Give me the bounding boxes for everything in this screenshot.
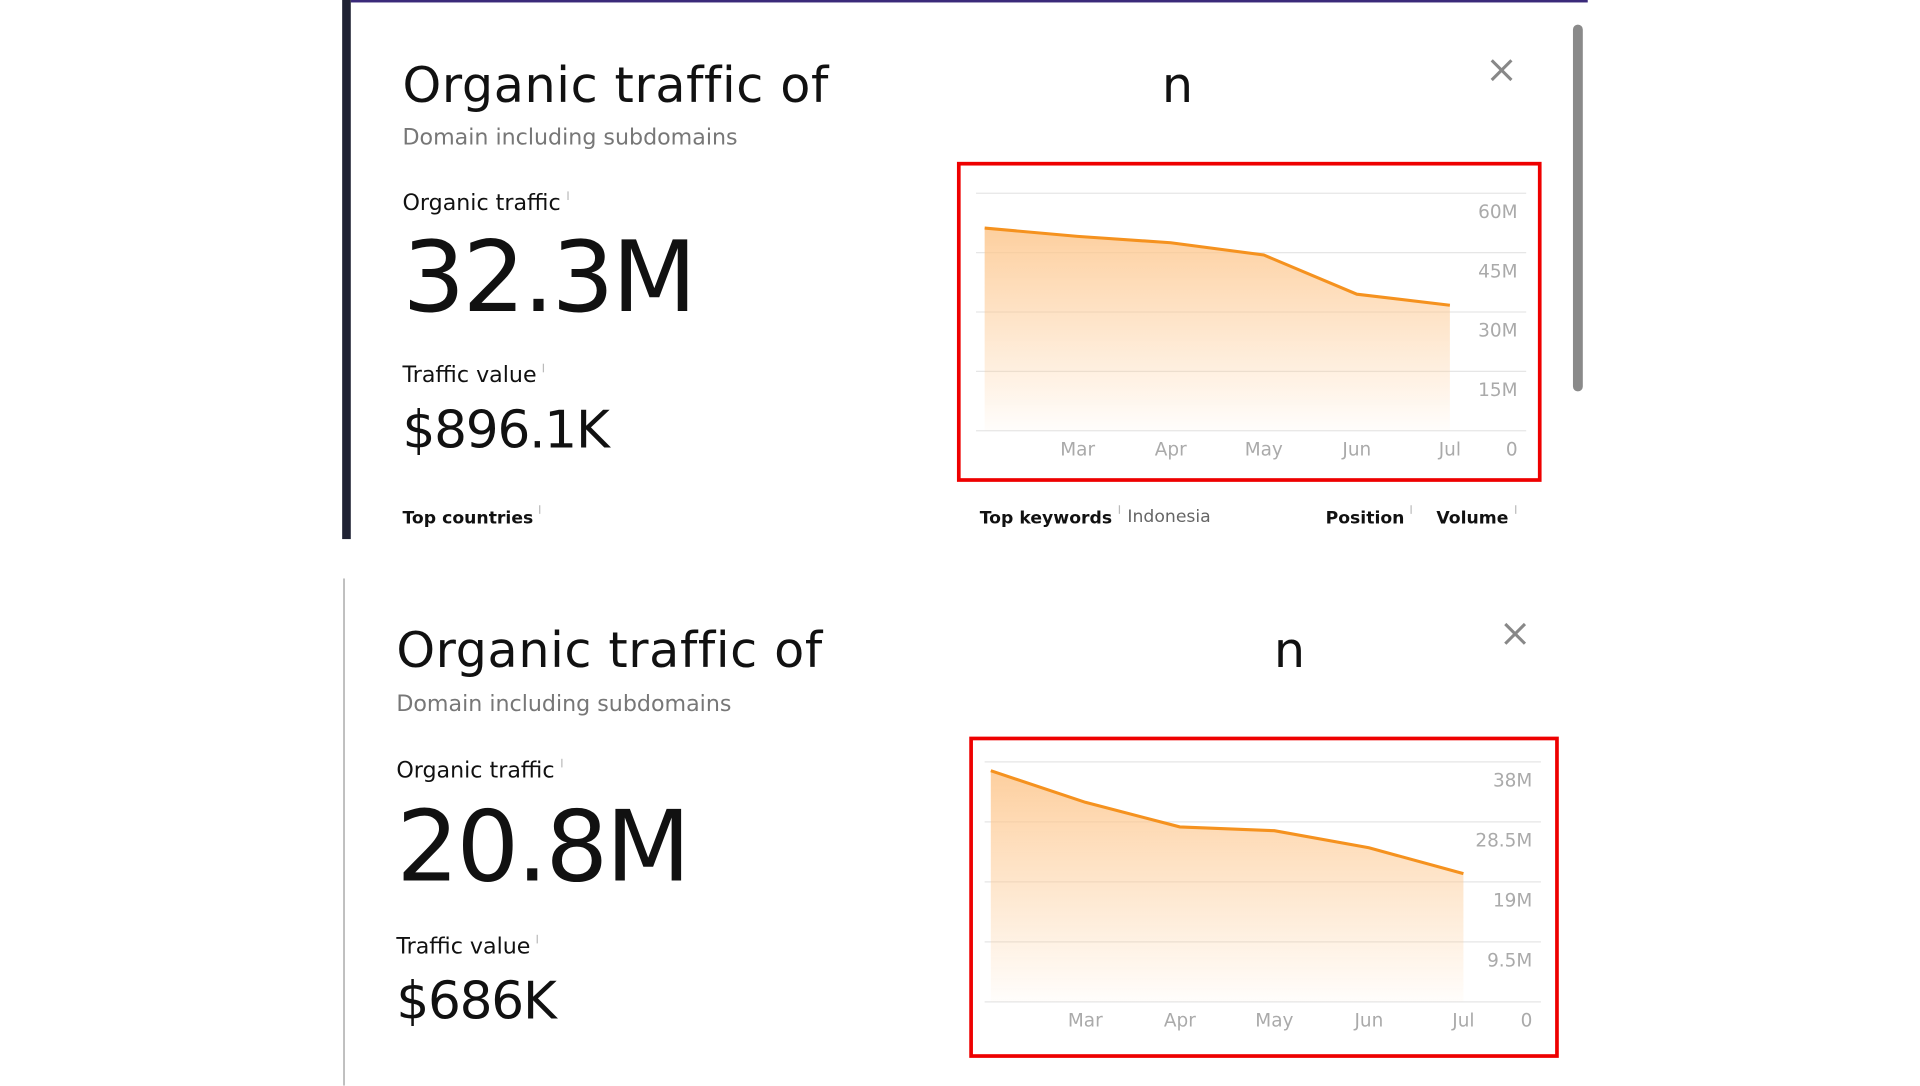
column-header: Top countries xyxy=(402,505,541,529)
y-tick-label: 45M xyxy=(1478,261,1517,282)
metric-label-text: Traffic value xyxy=(402,362,537,389)
x-tick-label: Jun xyxy=(1353,1011,1383,1032)
info-icon[interactable] xyxy=(539,505,541,514)
highlight-box xyxy=(956,161,1542,482)
metric-label: Traffic value xyxy=(402,362,544,388)
metric-value: 20.8M xyxy=(396,789,690,905)
subtitle: Domain including subdomains xyxy=(402,125,737,151)
y-tick-label: 30M xyxy=(1478,321,1517,342)
title-fragment: n xyxy=(1274,623,1306,680)
subtitle: Domain including subdomains xyxy=(396,691,731,717)
info-icon[interactable] xyxy=(1514,505,1516,514)
info-icon[interactable] xyxy=(1118,505,1120,514)
metric-value: $686K xyxy=(396,970,557,1031)
column-header-text: Indonesia xyxy=(1127,507,1211,527)
column-header-text: Top keywords xyxy=(979,508,1113,529)
panel-border xyxy=(343,578,345,1086)
x-tick-label: May xyxy=(1245,439,1283,460)
info-icon[interactable] xyxy=(536,934,538,944)
subtitle-text: Domain including subdomains xyxy=(396,691,732,717)
y-tick-label: 60M xyxy=(1478,202,1517,223)
panel-title: Organic traffic of xyxy=(402,58,828,115)
title-fragment-text: n xyxy=(1161,57,1194,115)
area xyxy=(984,228,1450,431)
metric-label-text: Organic traffic xyxy=(402,190,561,217)
side-strip xyxy=(342,0,351,540)
column-header-text: Position xyxy=(1325,508,1405,529)
metric-value-text: $896.1K xyxy=(402,399,609,460)
column-header-text: Top countries xyxy=(402,508,534,529)
x-tick-label: Mar xyxy=(1060,439,1095,460)
info-icon[interactable] xyxy=(566,191,569,201)
x-tick-label: Apr xyxy=(1164,1011,1196,1032)
panel-title: Organic traffic of xyxy=(396,623,822,680)
metric-value-text: $686K xyxy=(396,970,557,1031)
panel-title-text: Organic traffic of xyxy=(396,622,823,680)
column-header: Position xyxy=(1325,505,1412,529)
x-tick-label: Jul xyxy=(1438,439,1461,460)
scrollbar[interactable] xyxy=(1572,24,1583,392)
metric-value-text: 20.8M xyxy=(396,789,690,905)
metric-label-text: Traffic value xyxy=(396,933,531,960)
y-tick-label: 0 xyxy=(1521,1011,1533,1032)
subtitle-text: Domain including subdomains xyxy=(402,124,738,151)
column-header: Indonesia xyxy=(1127,507,1210,527)
column-header: Top keywords xyxy=(979,505,1120,529)
line xyxy=(984,226,1451,307)
metric-value-text: 32.3M xyxy=(402,219,696,335)
x-tick-label: Jun xyxy=(1341,439,1371,460)
y-tick-label: 9.5M xyxy=(1487,951,1532,972)
metric-value: 32.3M xyxy=(402,219,696,335)
y-tick-label: 0 xyxy=(1506,439,1518,460)
top-border xyxy=(350,0,1588,3)
panel-title-text: Organic traffic of xyxy=(402,57,829,115)
metric-value: $896.1K xyxy=(402,399,609,460)
area xyxy=(990,770,1464,1002)
metric-label: Traffic value xyxy=(396,933,538,960)
info-icon[interactable] xyxy=(1410,505,1412,514)
title-fragment-text: n xyxy=(1273,622,1306,680)
info-icon[interactable] xyxy=(560,758,562,768)
y-tick-label: 38M xyxy=(1493,771,1532,792)
y-tick-label: 15M xyxy=(1478,380,1517,401)
close-button[interactable] xyxy=(1490,59,1513,82)
x-tick-label: Jul xyxy=(1451,1011,1474,1032)
column-header-text: Volume xyxy=(1436,508,1509,529)
metric-label: Organic traffic xyxy=(402,190,569,217)
metric-label: Organic traffic xyxy=(396,757,562,784)
info-icon[interactable] xyxy=(542,363,544,373)
line xyxy=(990,769,1464,876)
x-tick-label: Mar xyxy=(1068,1011,1103,1032)
metric-label-text: Organic traffic xyxy=(396,757,555,784)
title-fragment: n xyxy=(1162,58,1194,115)
x-tick-label: Apr xyxy=(1155,439,1187,460)
y-tick-label: 19M xyxy=(1493,891,1532,912)
close-button[interactable] xyxy=(1504,622,1527,645)
column-header: Volume xyxy=(1436,505,1516,529)
x-tick-label: May xyxy=(1255,1011,1293,1032)
highlight-box xyxy=(969,736,1559,1058)
y-tick-label: 28.5M xyxy=(1475,831,1532,852)
